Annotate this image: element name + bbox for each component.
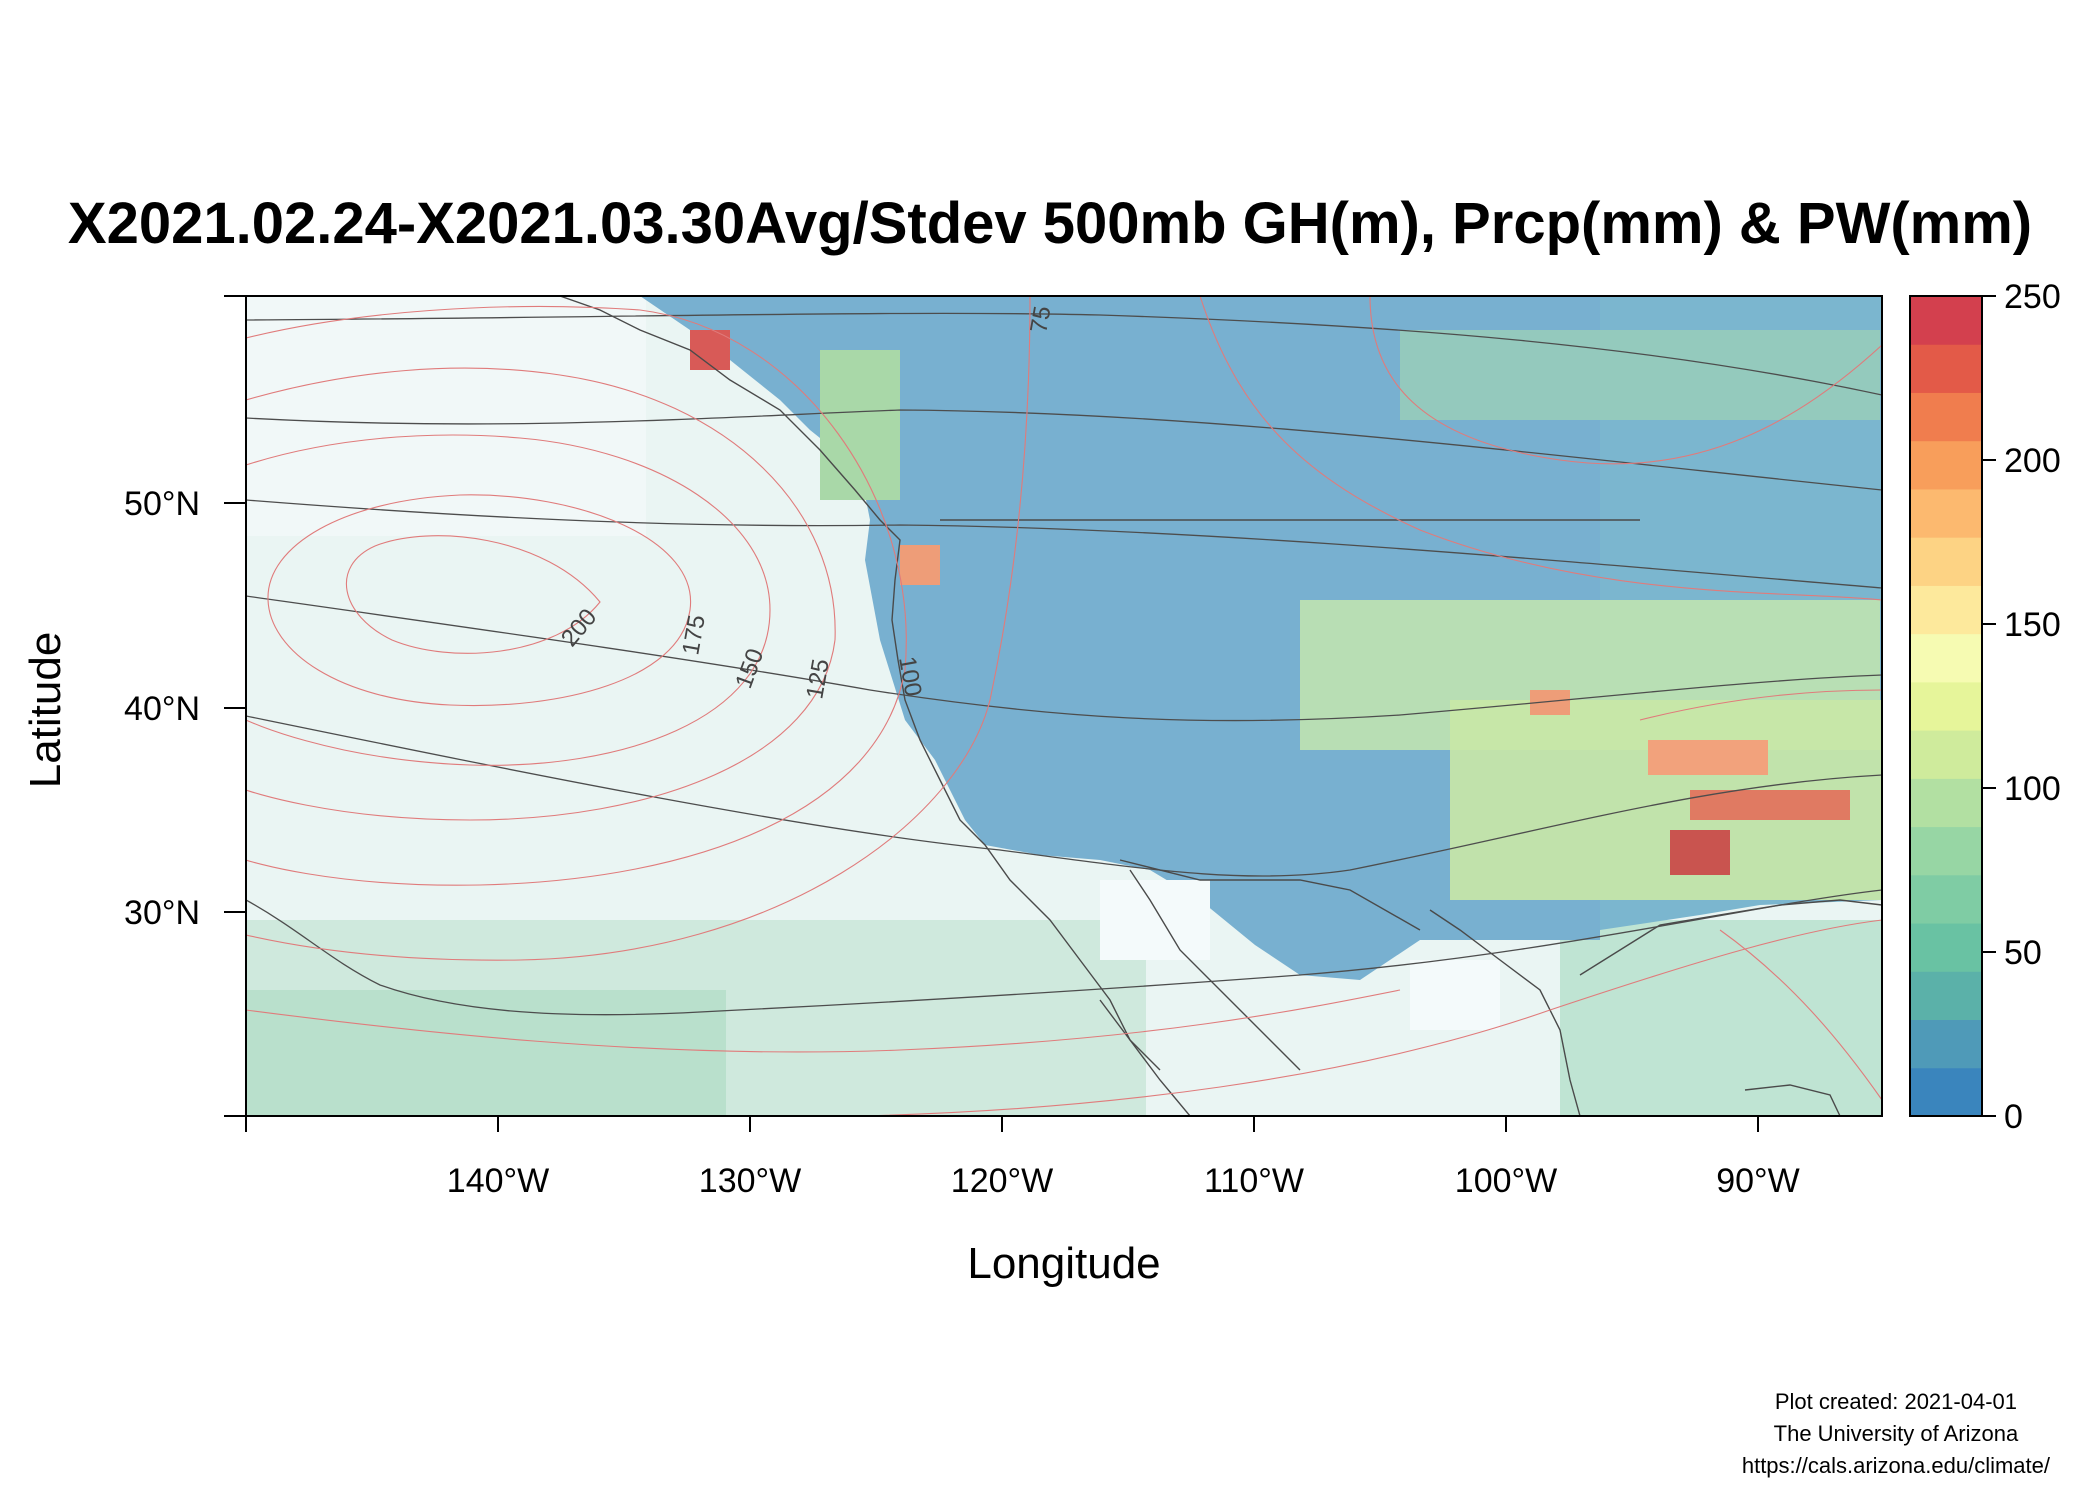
colorbar-segment [1910,344,1982,393]
colorbar-segment [1910,730,1982,779]
y-tick-label: 30°N [124,894,200,932]
high-precip-coast [820,350,900,500]
gh-contour-line [246,499,1882,589]
x-axis-label: Longitude [967,1239,1160,1288]
wet-cell-1 [1648,740,1768,775]
coastline [559,296,1882,1116]
colorbar-segment [1910,440,1982,490]
stdev-contour-175 [267,494,692,707]
coastline-florida [1744,1084,1841,1116]
colorbar-segment [1910,826,1982,876]
colorbar-segment [1910,296,1982,345]
colorbar-tick-label: 150 [2004,606,2061,644]
y-tick-labels: 30°N 40°N 50°N [124,485,200,932]
map-title: X2021.02.24-X2021.03.30Avg/Stdev 500mb G… [67,191,2033,256]
dry-cell-mexico [1100,880,1210,960]
colorbar-tick-label: 50 [2004,934,2042,972]
colorbar-segment [1910,1019,1982,1069]
institution-name: The University of Arizona [1773,1421,2019,1446]
colorbar-segment [1910,971,1982,1021]
colorbar-segment [1910,874,1982,924]
credit-block: Plot created: 2021-04-01 The University … [1742,1386,2050,1482]
gh-stdev-contours [246,296,1882,1116]
ocean-band-southwest [246,990,726,1116]
wet-cell-6 [690,330,730,370]
gh-contour-line [246,409,1882,491]
colorbar-tick-labels: 0 50 100 150 200 250 [2004,278,2061,1136]
stdev-contour-south-2 [1719,929,1882,1101]
precip-field [246,296,1882,1116]
colorbar-frame [1909,295,1983,1117]
gh-contour-line [246,715,1882,877]
colorbar-segment [1910,778,1982,828]
colorbar-segment [1910,537,1982,586]
gh-mean-contours [246,312,1882,1016]
colorbar-segment [1910,923,1982,972]
plot-frame [245,295,1883,1117]
wet-cell-5 [900,545,940,585]
y-axis-label: Latitude [21,632,70,789]
x-tick-label: 100°W [1455,1162,1557,1200]
stdev-contour-200 [346,535,601,654]
stdev-contour-150 [246,434,771,766]
x-tick-labels: 140°W 130°W 120°W 110°W 100°W 90°W [447,1162,1800,1200]
x-tick-label: 140°W [447,1162,549,1200]
ocean-band-north [246,296,646,536]
colorbar-segment [1910,681,1982,731]
x-tick-label: 90°W [1716,1162,1800,1200]
coastline-gulf [1429,909,1581,1116]
gh-contour-line [246,312,1882,396]
stdev-contour-125 [246,367,836,821]
coastline-gulf-north [1579,899,1882,976]
colorbar-ticks [1982,295,1996,1117]
dry-cell-mexico-2 [1410,960,1500,1030]
colorbar-segment [1910,585,1982,635]
coastline-gulf-of-california [1129,869,1301,1071]
stdev-contour-east-1 [1369,296,1882,465]
y-tick-label: 40°N [124,690,200,728]
colorbar-tick-label: 100 [2004,770,2061,808]
contour-label: 75 [1025,304,1056,335]
colorbar-segment [1910,1067,1982,1117]
colorbar-segment [1910,488,1982,538]
colorbar-tick-label: 200 [2004,442,2061,480]
gh-contour-line [246,595,1882,722]
border-us-mexico [1119,859,1421,931]
x-tick-label: 120°W [951,1162,1053,1200]
source-url: https://cals.arizona.edu/climate/ [1741,1453,2050,1478]
x-tick-label: 110°W [1204,1162,1304,1200]
axis-ticks [224,295,1759,1132]
wet-band-north [1400,330,1880,420]
wet-cell-2 [1690,790,1850,820]
gulf-water [1560,920,1882,1116]
colorbar-tick-label: 0 [2004,1098,2023,1136]
x-tick-label: 130°W [699,1162,801,1200]
colorbar-segment [1910,392,1982,442]
wet-cell-3 [1670,830,1730,875]
colorbar-tick-label: 250 [2004,278,2061,316]
coastline-baja [1099,999,1191,1116]
stdev-contour-outer [246,989,1401,1053]
stdev-contour-100 [246,305,907,886]
plot-created-date: Plot created: 2021-04-01 [1774,1389,2017,1414]
y-tick-label: 50°N [124,485,200,523]
colorbar [1910,296,1982,1117]
stdev-contour-south-1 [859,919,1882,1116]
stdev-contour-east-2 [1199,296,1882,601]
gh-contour-line [246,889,1882,1016]
colorbar-segment [1910,633,1982,683]
stdev-contour-75 [246,296,1031,961]
stdev-contour-east-3 [1639,689,1882,721]
coastline-pacific [559,296,1161,1071]
